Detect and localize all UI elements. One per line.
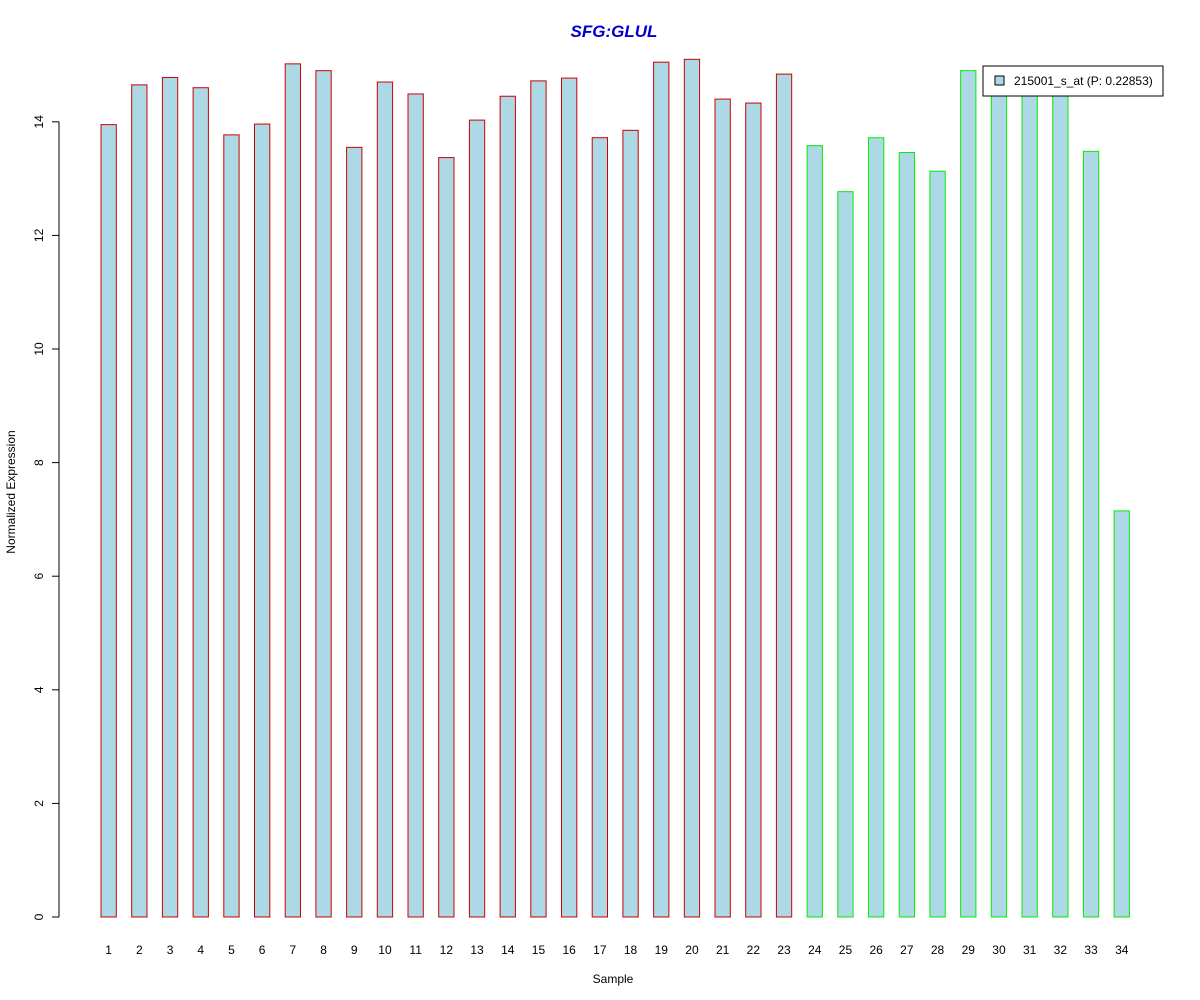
x-tick-label: 10 [378,943,392,957]
x-tick-labels: 1 2 3 4 5 6 7 8 9 10 11 12 13 14 15 16 17 18 19 20 21 22 23 24 2… [105,943,1128,957]
y-tick-label: 8 [32,459,46,466]
legend-box [982,65,1164,97]
x-tick-label: 19 [655,943,669,957]
bar-sample-26 [868,137,885,918]
bar-sample-7 [284,63,302,918]
bar-sample-12 [438,157,455,918]
y-axis: 0 2 4 6 8 10 12 14 [32,115,60,920]
x-tick-label: 20 [685,943,699,957]
bar-sample-8 [315,70,332,918]
x-tick-label: 31 [1023,943,1037,957]
x-tick-label: 32 [1054,943,1068,957]
x-tick-label: 18 [624,943,638,957]
bar-sample-34 [1113,510,1130,918]
x-tick-label: 22 [747,943,761,957]
x-tick-label: 33 [1084,943,1098,957]
x-tick-label: 15 [532,943,546,957]
y-tick-label: 4 [32,686,46,693]
y-tick-label: 2 [32,800,46,807]
bar-sample-11 [407,93,424,918]
bar-sample-20 [683,58,701,918]
bar-sample-19 [653,61,670,918]
y-tick-label: 0 [32,913,46,920]
x-tick-label: 29 [962,943,976,957]
y-tick-label: 6 [32,573,46,580]
x-tick-label: 23 [777,943,791,957]
x-tick-label: 13 [470,943,484,957]
x-tick-label: 24 [808,943,822,957]
x-tick-label: 6 [259,943,266,957]
bar-sample-10 [376,81,394,918]
y-tick-label: 12 [32,228,46,242]
bar-sample-2 [131,84,148,918]
chart-title: SFG:GLUL [571,22,658,41]
bar-sample-32 [1052,92,1069,918]
bar-sample-5 [223,134,240,918]
x-tick-label: 3 [167,943,174,957]
bar-sample-3 [161,76,179,918]
bar-sample-18 [622,129,639,918]
x-tick-label: 11 [409,943,422,957]
bar-sample-21 [714,98,731,918]
y-axis-title: Normalized Expression [4,430,18,553]
x-tick-label: 14 [501,943,515,957]
y-tick-label: 10 [32,342,46,356]
bar-sample-15 [530,80,547,918]
y-tick-label: 14 [32,115,46,129]
x-tick-label: 16 [562,943,576,957]
legend: 215001_s_at (P: 0.22853) [982,65,1164,97]
x-tick-label: 21 [716,943,730,957]
bar-sample-31 [1021,92,1038,918]
bar-sample-23 [775,73,793,918]
x-tick-label: 27 [900,943,914,957]
bar-sample-1 [100,124,117,918]
legend-swatch [994,75,1005,86]
bar-sample-4 [192,87,209,918]
x-tick-label: 2 [136,943,143,957]
bar-sample-16 [561,77,578,918]
x-tick-label: 5 [228,943,235,957]
x-tick-label: 28 [931,943,945,957]
bar-sample-17 [591,137,609,918]
bar-sample-9 [346,146,363,918]
x-tick-label: 9 [351,943,358,957]
bar-sample-6 [254,123,271,918]
x-tick-label: 8 [320,943,327,957]
bar-sample-28 [929,170,946,918]
bar-sample-14 [499,95,516,918]
bar-sample-27 [898,151,916,918]
bars [100,58,1130,918]
x-tick-label: 4 [197,943,204,957]
bar-sample-13 [468,119,486,918]
bar-sample-24 [806,145,823,918]
x-tick-label: 1 [105,943,112,957]
x-tick-label: 7 [290,943,297,957]
legend-label: 215001_s_at (P: 0.22853) [1014,74,1153,88]
bar-sample-22 [745,102,762,918]
x-tick-label: 30 [992,943,1006,957]
x-tick-label: 12 [440,943,454,957]
bar-sample-25 [837,191,854,918]
bar-sample-29 [960,70,977,918]
bar-sample-33 [1082,150,1100,918]
x-tick-label: 26 [869,943,883,957]
bar-sample-30 [990,92,1008,918]
x-tick-label: 25 [839,943,853,957]
x-tick-label: 17 [593,943,607,957]
x-tick-label: 34 [1115,943,1129,957]
x-axis-title: Sample [593,972,634,986]
